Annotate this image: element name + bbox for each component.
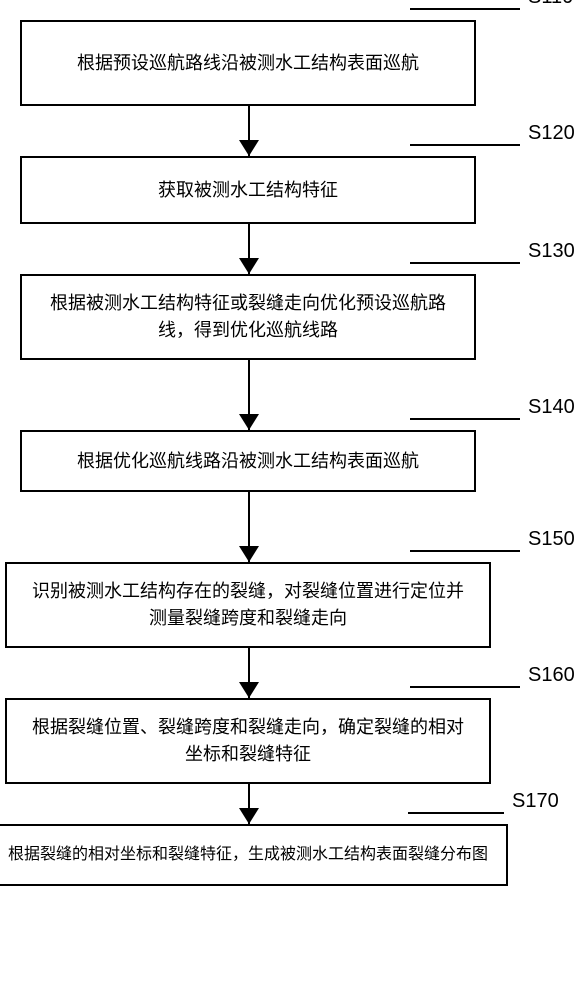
step-s140: 根据优化巡航线路沿被测水工结构表面巡航S140 bbox=[20, 430, 556, 492]
step-box: 根据优化巡航线路沿被测水工结构表面巡航 bbox=[20, 430, 476, 492]
step-label: S120 bbox=[528, 122, 575, 145]
step-box: 根据预设巡航路线沿被测水工结构表面巡航 bbox=[20, 20, 476, 106]
step-label: S170 bbox=[512, 790, 559, 813]
arrow bbox=[20, 360, 476, 430]
arrow-head-icon bbox=[239, 258, 259, 274]
arrow-head-icon bbox=[239, 546, 259, 562]
label-leader-line bbox=[410, 262, 520, 264]
label-leader-line bbox=[410, 8, 520, 10]
step-label: S150 bbox=[528, 528, 575, 551]
arrow bbox=[20, 106, 476, 156]
step-box: 识别被测水工结构存在的裂缝，对裂缝位置进行定位并测量裂缝跨度和裂缝走向 bbox=[5, 562, 491, 648]
step-label: S110 bbox=[528, 0, 573, 9]
label-leader-line bbox=[410, 418, 520, 420]
step-s120: 获取被测水工结构特征S120 bbox=[20, 156, 556, 224]
arrow bbox=[20, 784, 476, 824]
step-box: 获取被测水工结构特征 bbox=[20, 156, 476, 224]
label-leader-line bbox=[410, 550, 520, 552]
label-leader-line bbox=[410, 686, 520, 688]
step-label: S130 bbox=[528, 240, 575, 263]
label-leader-line bbox=[410, 144, 520, 146]
step-s130: 根据被测水工结构特征或裂缝走向优化预设巡航路线，得到优化巡航线路S130 bbox=[20, 274, 556, 360]
arrow-head-icon bbox=[239, 140, 259, 156]
label-leader-line bbox=[408, 812, 504, 814]
step-s170: 根据裂缝的相对坐标和裂缝特征，生成被测水工结构表面裂缝分布图S170 bbox=[20, 824, 556, 886]
step-label: S140 bbox=[528, 396, 575, 419]
flowchart-container: 根据预设巡航路线沿被测水工结构表面巡航S110 获取被测水工结构特征S120 根据被… bbox=[20, 20, 556, 886]
arrow-head-icon bbox=[239, 808, 259, 824]
arrow bbox=[20, 648, 476, 698]
step-box: 根据裂缝位置、裂缝跨度和裂缝走向，确定裂缝的相对坐标和裂缝特征 bbox=[5, 698, 491, 784]
arrow bbox=[20, 224, 476, 274]
arrow bbox=[20, 492, 476, 562]
step-label: S160 bbox=[528, 664, 575, 687]
step-s160: 根据裂缝位置、裂缝跨度和裂缝走向，确定裂缝的相对坐标和裂缝特征S160 bbox=[20, 698, 556, 784]
arrow-head-icon bbox=[239, 682, 259, 698]
step-s150: 识别被测水工结构存在的裂缝，对裂缝位置进行定位并测量裂缝跨度和裂缝走向S150 bbox=[20, 562, 556, 648]
step-box: 根据被测水工结构特征或裂缝走向优化预设巡航路线，得到优化巡航线路 bbox=[20, 274, 476, 360]
step-box: 根据裂缝的相对坐标和裂缝特征，生成被测水工结构表面裂缝分布图 bbox=[0, 824, 508, 886]
arrow-head-icon bbox=[239, 414, 259, 430]
step-s110: 根据预设巡航路线沿被测水工结构表面巡航S110 bbox=[20, 20, 556, 106]
